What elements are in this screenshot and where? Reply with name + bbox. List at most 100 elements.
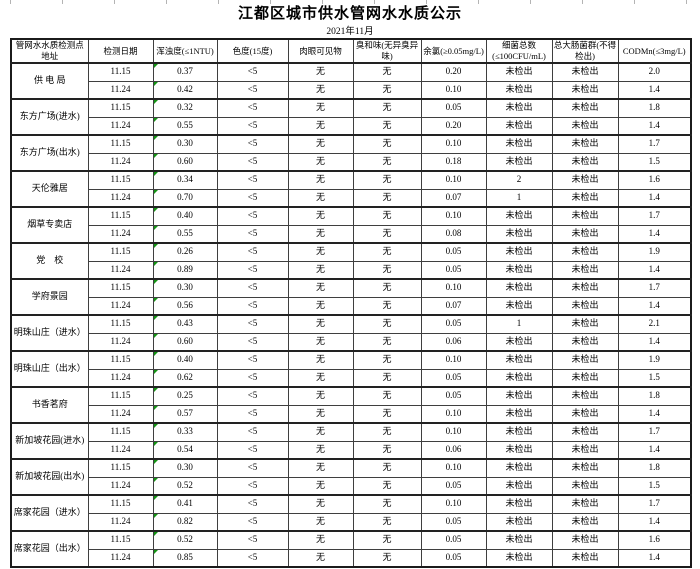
color-cell: <5	[216, 278, 289, 298]
codmn-cell: 2.0	[617, 62, 692, 82]
header-cell-6: 余氯(≥0.05mg/L)	[420, 38, 487, 64]
coliform-cell: 未检出	[551, 422, 619, 442]
page-subtitle: 2021年11月	[326, 27, 374, 37]
date-cell: 11.24	[87, 476, 154, 496]
color-cell: <5	[216, 80, 289, 100]
codmn-cell: 1.4	[617, 548, 692, 568]
turbidity-cell: 0.42	[152, 80, 218, 100]
codmn-cell: 2.1	[617, 314, 692, 334]
table-row: 明珠山庄（进水） 11.15 0.43 <5 无无 0.05 1 未检出 2.1	[10, 314, 692, 352]
visible-matter-cell: 无	[287, 548, 354, 568]
odor-cell: 无	[352, 350, 422, 370]
date-cell: 11.15	[87, 530, 154, 550]
excel-flag-icon	[154, 82, 158, 86]
visible-matter-cell: 无	[287, 458, 354, 478]
date-cell: 11.15	[87, 386, 154, 406]
visible-matter-cell: 无	[287, 440, 354, 460]
turbidity-cell: 0.52	[152, 476, 218, 496]
date-cell: 11.15	[87, 458, 154, 478]
location-cell: 席家花园（出水）	[10, 530, 89, 568]
page-title: 江都区城市供水管网水水质公示	[237, 5, 462, 22]
table-row: 11.24 0.56 <5 无无 0.07 未检出 未检出 1.4	[11, 296, 692, 316]
codmn-cell: 1.4	[617, 404, 692, 424]
color-cell: <5	[216, 116, 289, 136]
excel-flag-icon	[154, 245, 158, 248]
date-cell: 11.15	[87, 134, 154, 154]
excel-flag-icon	[154, 226, 158, 230]
chlorine-cell: 0.05	[420, 98, 487, 118]
bacteria-cell: 未检出	[485, 386, 553, 406]
chlorine-cell: 0.10	[420, 404, 487, 424]
table-row: 11.24 0.70 <5 无无 0.07 1 未检出 1.4	[11, 188, 692, 208]
codmn-cell: 1.5	[617, 152, 692, 172]
color-cell: <5	[216, 368, 289, 388]
header-cell-8: 总大肠菌群(不得检出)	[551, 38, 619, 64]
coliform-cell: 未检出	[551, 98, 619, 118]
excel-flag-icon	[154, 370, 158, 374]
excel-flag-icon	[154, 425, 158, 428]
odor-cell: 无	[352, 404, 422, 424]
date-cell: 11.15	[87, 206, 154, 226]
color-cell: <5	[216, 206, 289, 226]
chlorine-cell: 0.06	[420, 332, 487, 352]
bacteria-cell: 未检出	[485, 476, 553, 496]
chlorine-cell: 0.10	[420, 278, 487, 298]
bacteria-cell: 未检出	[485, 512, 553, 532]
codmn-cell: 1.4	[617, 80, 692, 100]
codmn-cell: 1.7	[617, 422, 692, 442]
coliform-cell: 未检出	[551, 134, 619, 154]
odor-cell: 无	[352, 116, 422, 136]
turbidity-cell: 0.70	[152, 188, 218, 208]
header-row: 管网水水质检测点地址 检测日期 浑浊度(≤1NTU) 色度(15度) 肉眼可见物 臭和味(…	[10, 38, 692, 64]
bacteria-cell: 未检出	[485, 152, 553, 172]
date-cell: 11.24	[87, 440, 154, 460]
header-cell-2: 浑浊度(≤1NTU)	[152, 38, 218, 64]
date-cell: 11.15	[87, 350, 154, 370]
chlorine-cell: 0.05	[420, 476, 487, 496]
odor-cell: 无	[352, 332, 422, 352]
location-cell: 明珠山庄（进水）	[10, 314, 89, 352]
turbidity-cell: 0.40	[152, 206, 218, 226]
turbidity-cell: 0.85	[152, 548, 218, 568]
coliform-cell: 未检出	[551, 206, 619, 226]
date-cell: 11.24	[87, 80, 154, 100]
location-cell: 学府景园	[10, 278, 89, 316]
bacteria-cell: 未检出	[485, 224, 553, 244]
odor-cell: 无	[352, 548, 422, 568]
bacteria-cell: 1	[485, 188, 553, 208]
visible-matter-cell: 无	[287, 350, 354, 370]
location-cell: 党 校	[10, 242, 89, 280]
visible-matter-cell: 无	[287, 368, 354, 388]
excel-flag-icon	[154, 209, 158, 212]
turbidity-cell: 0.37	[152, 62, 218, 82]
bacteria-cell: 未检出	[485, 440, 553, 460]
color-cell: <5	[216, 386, 289, 406]
date-cell: 11.24	[87, 332, 154, 352]
excel-flag-icon	[154, 550, 158, 554]
excel-flag-icon	[154, 281, 158, 284]
codmn-cell: 1.7	[617, 494, 692, 514]
codmn-cell: 1.9	[617, 242, 692, 262]
codmn-cell: 1.4	[617, 260, 692, 280]
location-cell: 烟草专卖店	[10, 206, 89, 244]
date-cell: 11.24	[87, 188, 154, 208]
location-cell: 天伦雅居	[10, 170, 89, 208]
turbidity-cell: 0.33	[152, 422, 218, 442]
chlorine-cell: 0.10	[420, 422, 487, 442]
color-cell: <5	[216, 494, 289, 514]
codmn-cell: 1.4	[617, 296, 692, 316]
coliform-cell: 未检出	[551, 242, 619, 262]
coliform-cell: 未检出	[551, 314, 619, 334]
color-cell: <5	[216, 260, 289, 280]
excel-flag-icon	[154, 262, 158, 266]
bacteria-cell: 未检出	[485, 350, 553, 370]
date-cell: 11.15	[87, 98, 154, 118]
turbidity-cell: 0.56	[152, 296, 218, 316]
table-row: 席家花园（进水） 11.15 0.41 <5 无无 0.10 未检出 未检出 1.7	[10, 494, 692, 532]
odor-cell: 无	[352, 476, 422, 496]
visible-matter-cell: 无	[287, 476, 354, 496]
coliform-cell: 未检出	[551, 260, 619, 280]
codmn-cell: 1.6	[617, 530, 692, 550]
header-cell-4: 肉眼可见物	[287, 38, 354, 64]
table-row: 天伦雅居 11.15 0.34 <5 无无 0.10 2 未检出 1.6	[10, 170, 692, 208]
